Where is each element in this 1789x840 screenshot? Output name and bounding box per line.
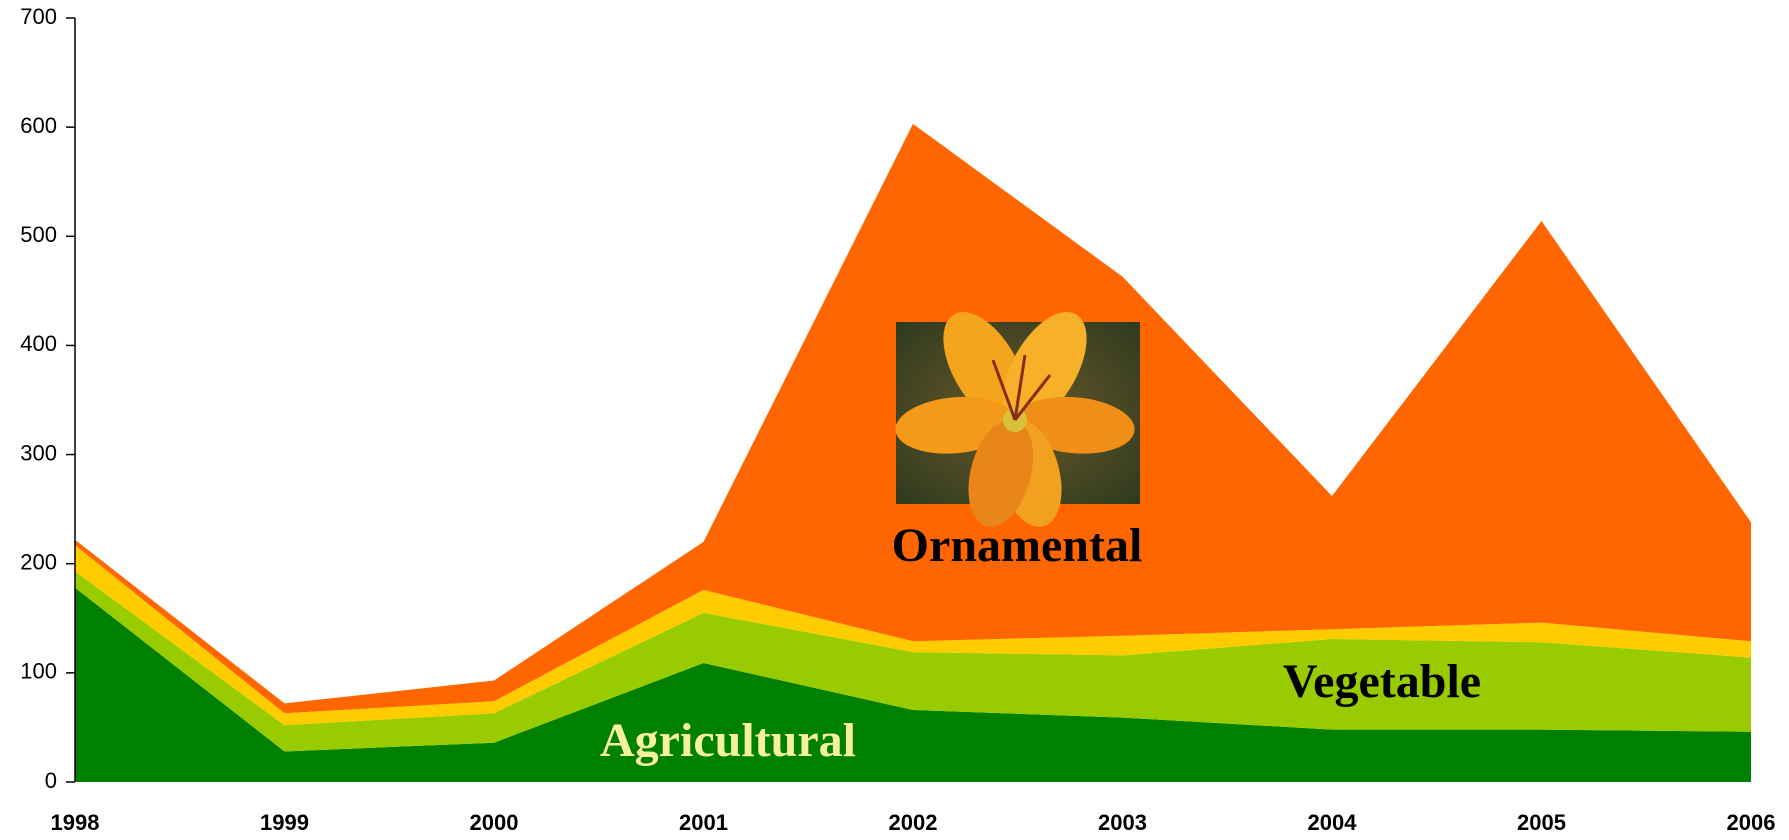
y-tick-label: 700	[20, 4, 57, 29]
x-tick-label: 2004	[1308, 810, 1358, 835]
x-tick-label: 2006	[1727, 810, 1776, 835]
y-tick-label: 200	[20, 550, 57, 575]
y-tick-label: 100	[20, 659, 57, 684]
y-tick-label: 500	[20, 222, 57, 247]
y-tick-label: 600	[20, 113, 57, 138]
y-tick-label: 0	[45, 768, 57, 793]
flower-photo	[895, 312, 1140, 527]
area	[75, 545, 1751, 726]
series-label: Vegetable	[1283, 655, 1481, 708]
series-label: Agricultural	[600, 714, 856, 767]
area	[75, 571, 1751, 752]
x-tick-label: 1998	[51, 810, 100, 835]
x-tick-label: 1999	[260, 810, 309, 835]
x-tick-label: 2002	[889, 810, 938, 835]
y-tick-label: 400	[20, 331, 57, 356]
x-tick-label: 2001	[679, 810, 728, 835]
x-tick-label: 2000	[470, 810, 519, 835]
series-label: Ornamental	[892, 519, 1143, 572]
y-tick-label: 300	[20, 440, 57, 465]
area	[75, 587, 1751, 782]
x-tick-label: 2005	[1517, 810, 1566, 835]
x-tick-label: 2003	[1098, 810, 1147, 835]
